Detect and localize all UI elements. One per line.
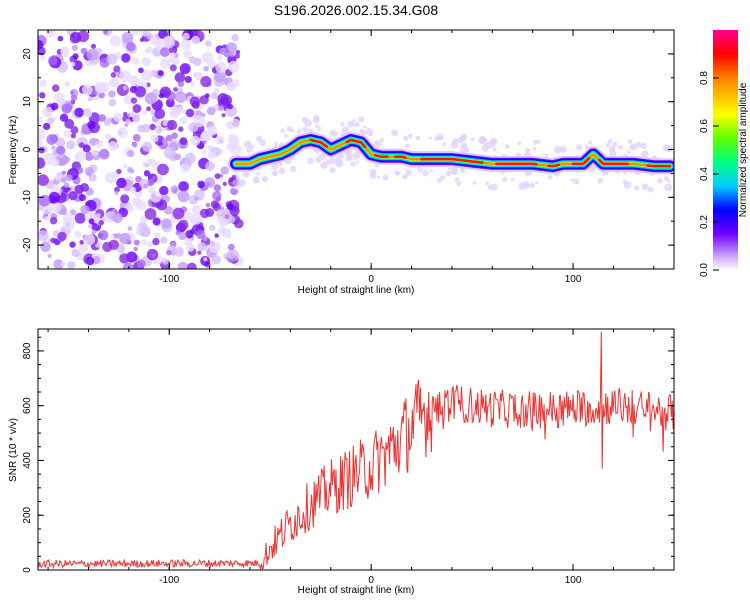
- colorbar-label: Normalized spectral amplitude: [738, 82, 749, 217]
- snr-frame: [37, 328, 675, 571]
- ridge-hot-1: [345, 138, 367, 149]
- colorbar-tick-label: 0.0: [699, 263, 710, 277]
- ridge-hot-5: [494, 162, 539, 166]
- snr-axes: -100 0 100 0 200 400 600 800: [22, 329, 674, 586]
- ridge-hot-2: [373, 153, 389, 158]
- spectrogram-xlabel: Height of straight line (km): [298, 285, 415, 296]
- ridge-hot-9: [646, 164, 672, 168]
- colorbar-tick-label: 0.6: [699, 119, 710, 133]
- colorbar: [713, 30, 738, 270]
- snr-xlabel: Height of straight line (km): [298, 585, 415, 596]
- y-tick-label: 0: [22, 146, 33, 152]
- chart-title: S196.2026.002.15.34.G08: [274, 2, 438, 18]
- colorbar-tick-label: 0.2: [699, 215, 710, 229]
- colorbar-tick-label: 0.8: [699, 71, 710, 85]
- snr-panel: -100 0 100 0 200 400 600 800: [22, 329, 674, 586]
- y-tick-label: 800: [22, 342, 33, 359]
- y-tick-label: 10: [22, 96, 33, 108]
- x-tick-label: -100: [159, 274, 179, 285]
- y-tick-label: -20: [22, 237, 33, 252]
- x-tick-label: -100: [159, 575, 179, 586]
- y-tick-label: 600: [22, 397, 33, 414]
- x-tick-label: 100: [565, 274, 582, 285]
- snr-line: [38, 331, 674, 570]
- signal-ridge: [227, 114, 674, 193]
- y-tick-label: 0: [22, 567, 33, 573]
- spectrogram-frame: [37, 29, 675, 270]
- ridge-hot-3: [394, 155, 407, 159]
- spectrogram-ylabel: Frequency (Hz): [8, 116, 19, 185]
- x-tick-label: 0: [368, 274, 374, 285]
- x-tick-label: 100: [565, 575, 582, 586]
- y-tick-label: 400: [22, 452, 33, 469]
- snr-ylabel: SNR (10 * v/v): [8, 418, 19, 482]
- ridge-hot-4: [420, 157, 484, 164]
- noise-region: [38, 30, 244, 269]
- colorbar-tick-label: 0.4: [699, 167, 710, 181]
- ridge-hot-0: [309, 138, 329, 148]
- ridge-hot-8: [597, 158, 629, 166]
- x-tick-label: 0: [368, 575, 374, 586]
- y-tick-label: 20: [22, 48, 33, 60]
- ridge-hot-7: [571, 156, 591, 166]
- y-tick-label: 200: [22, 506, 33, 523]
- colorbar-ticks: 0.0 0.2 0.4 0.6 0.8: [699, 71, 719, 277]
- ridge-hot-6: [547, 163, 561, 168]
- y-tick-label: -10: [22, 190, 33, 205]
